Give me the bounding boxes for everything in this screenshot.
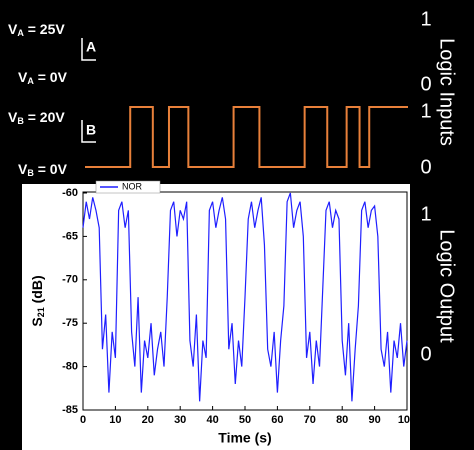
label-base: V <box>18 161 28 177</box>
signal-marker: A <box>86 39 96 55</box>
label-rest: = 0V <box>34 161 68 177</box>
y-tick-label: -75 <box>62 317 78 329</box>
marker-box <box>81 120 96 143</box>
x-tick-label: 40 <box>206 414 218 426</box>
y-tick-label: -80 <box>62 361 78 373</box>
label-base: V <box>8 21 18 37</box>
x-tick-label: 60 <box>271 414 283 426</box>
signal-marker: B <box>86 122 96 138</box>
logic-level: 0 <box>420 343 431 365</box>
x-axis-label: Time (s) <box>218 430 271 446</box>
y-axis-label: S21 (dB) <box>29 275 47 326</box>
label-subscript: A <box>17 28 24 38</box>
level-label: VA = 25V <box>8 21 65 39</box>
x-tick-label: 70 <box>304 414 316 426</box>
x-tick-label: 30 <box>174 414 186 426</box>
label-rest: = 20V <box>24 109 66 125</box>
label-rest: (dB) <box>29 275 45 307</box>
level-label: VB = 20V <box>8 109 65 127</box>
x-tick-label: 50 <box>239 414 251 426</box>
label-rest: = 0V <box>34 69 68 85</box>
axis-title: Logic Inputs <box>436 38 458 146</box>
x-tick-label: 100 <box>398 414 416 426</box>
label-base: V <box>8 109 18 125</box>
y-tick-label: -65 <box>62 230 78 242</box>
y-tick-label: -70 <box>62 274 78 286</box>
logic-level: 1 <box>420 8 431 30</box>
label-base: S <box>29 317 45 326</box>
x-tick-label: 80 <box>336 414 348 426</box>
plot-panel <box>22 184 410 450</box>
axis-title: Logic Output <box>436 229 458 343</box>
level-label: VA = 0V <box>18 69 68 87</box>
signal-trace <box>85 106 408 168</box>
y-tick-label: -85 <box>62 404 78 416</box>
label-subscript: B <box>17 116 24 126</box>
marker-box <box>81 38 96 61</box>
label-subscript: 21 <box>36 307 46 317</box>
legend-label: NOR <box>122 181 143 191</box>
label-subscript: B <box>27 168 34 178</box>
logic-level: 0 <box>420 73 431 95</box>
x-tick-label: 0 <box>80 414 86 426</box>
label-subscript: A <box>27 76 34 86</box>
label-rest: = 25V <box>24 21 66 37</box>
logic-level: 0 <box>420 156 431 178</box>
x-tick-label: 10 <box>109 414 121 426</box>
legend-box <box>95 180 161 194</box>
label-base: V <box>18 69 28 85</box>
logic-level: 1 <box>420 203 431 225</box>
data-line <box>82 192 408 402</box>
y-tick-label: -60 <box>62 187 78 199</box>
x-tick-label: 90 <box>368 414 380 426</box>
level-label: VB = 0V <box>18 161 68 179</box>
x-tick-label: 20 <box>142 414 154 426</box>
logic-level: 1 <box>420 100 431 122</box>
